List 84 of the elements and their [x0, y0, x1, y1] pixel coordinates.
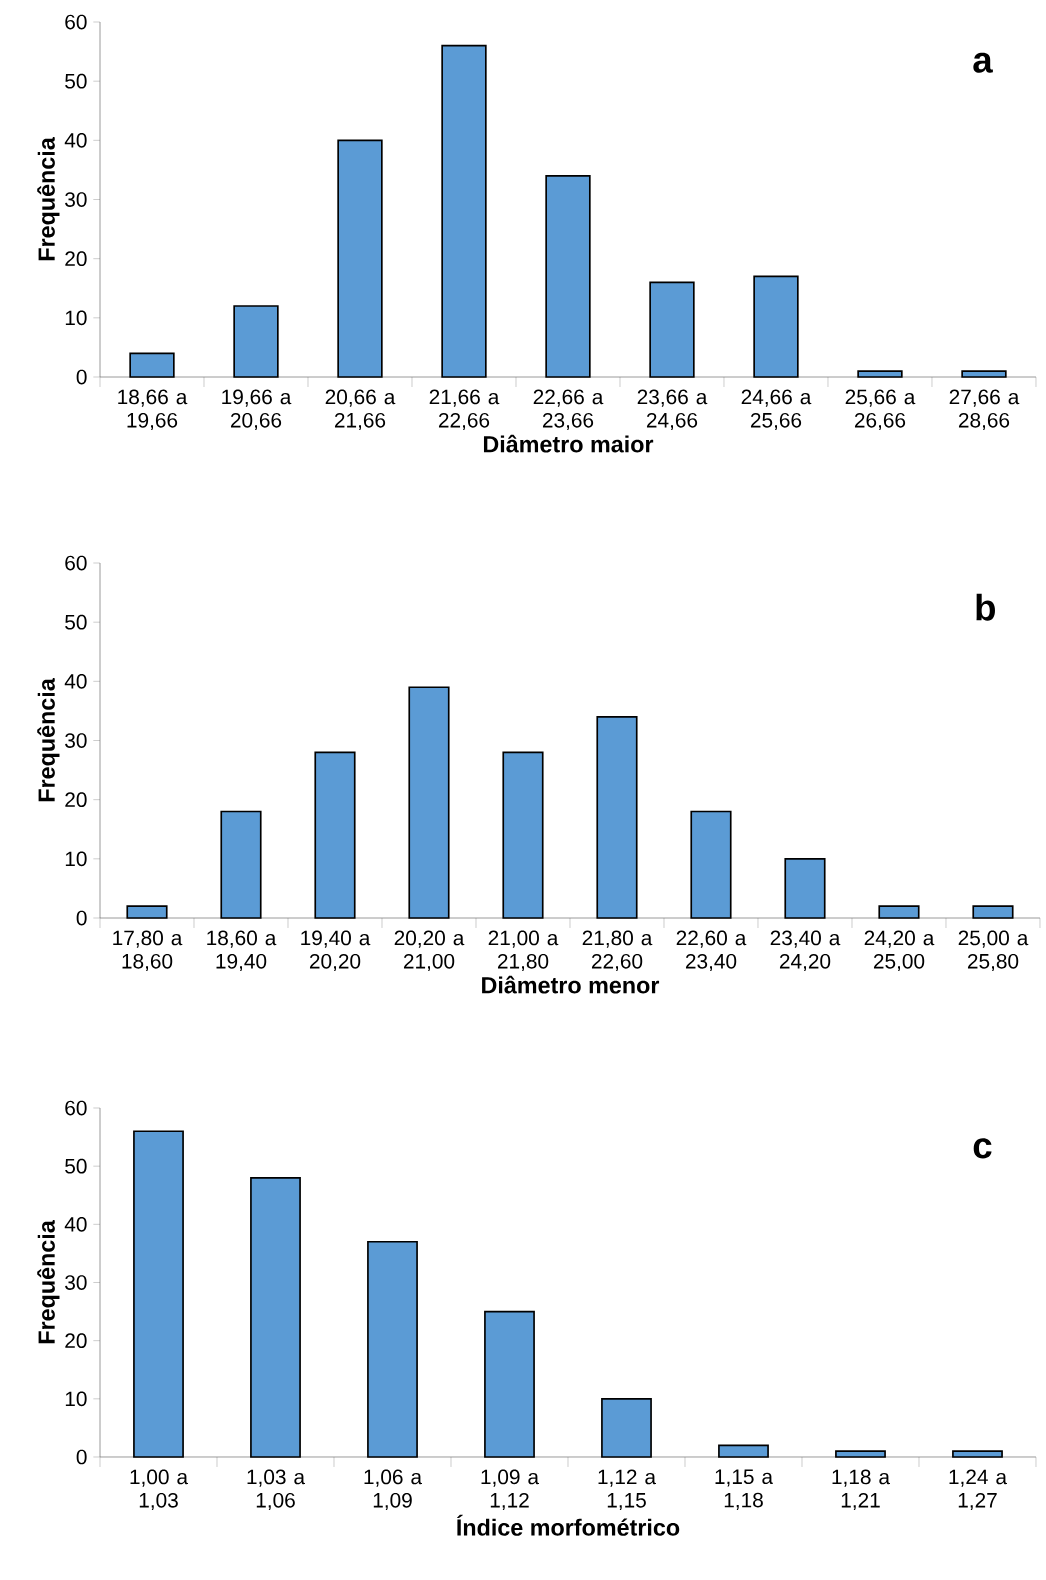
x-tick-label: 23,66 a 24,66 [637, 389, 708, 431]
x-tick-label: 1,06 a 1,09 [364, 1469, 423, 1511]
y-tick-label: 40 [64, 132, 87, 148]
y-tick-label: 0 [76, 910, 87, 926]
bar [502, 751, 544, 919]
x-tick-label: 19,66 a 20,66 [222, 389, 292, 431]
x-tick-label: 24,66 a 25,66 [741, 389, 812, 431]
x-tick-label: 18,66 a 19,66 [118, 389, 188, 431]
bar [337, 139, 383, 378]
y-tick-label: 20 [65, 1333, 87, 1349]
bar [441, 44, 487, 378]
y-tick-label: 50 [65, 1158, 87, 1174]
y-axis-title: Frequência [37, 137, 60, 261]
x-tick-label: 20,20 a 21,00 [394, 930, 465, 972]
y-tick-label: 40 [64, 1216, 87, 1232]
x-tick-label: 1,18 a 1,21 [832, 1469, 891, 1511]
x-tick-label: 1,12 a 1,15 [598, 1469, 657, 1511]
x-tick-label: 1,15 a 1,18 [715, 1469, 774, 1510]
bar [233, 305, 279, 378]
x-tick-label: 1,09 a 1,12 [481, 1469, 540, 1511]
bar [484, 1310, 535, 1458]
y-axis-title: Frequência [37, 1220, 60, 1344]
x-tick-label: 21,66 a 22,66 [429, 389, 500, 431]
annotation: c [973, 1138, 992, 1159]
y-tick-label: 30 [65, 1275, 87, 1290]
x-tick-label: 18,60 a 19,40 [207, 930, 277, 972]
annotation: a [973, 52, 993, 73]
y-tick-label: 50 [65, 614, 87, 630]
y-tick-label: 0 [76, 369, 87, 385]
y-tick-label: 40 [64, 673, 87, 689]
x-tick-label: 1,24 a 1,27 [949, 1469, 1007, 1511]
bar [129, 352, 175, 378]
x-tick-label: 17,80 a 18,60 [113, 930, 183, 972]
bar [961, 370, 1007, 378]
bar [133, 1130, 184, 1458]
x-tick-label: 22,60 a 23,40 [676, 930, 747, 972]
y-tick-label: 0 [76, 1449, 87, 1465]
bar [972, 905, 1014, 919]
x-tick-label: 24,20 a 25,00 [864, 930, 935, 972]
y-tick-label: 60 [65, 1100, 87, 1116]
x-tick-label: 21,80 a 22,60 [582, 930, 653, 972]
bar [250, 1176, 301, 1458]
y-tick-label: 10 [65, 1391, 87, 1407]
y-tick-label: 30 [65, 192, 87, 207]
y-tick-label: 60 [65, 555, 87, 571]
bar [784, 858, 826, 919]
y-tick-label: 10 [65, 851, 87, 867]
bar [690, 810, 732, 919]
x-axis-title: Diâmetro maior [483, 434, 654, 453]
bar [718, 1444, 769, 1458]
annotation: b [976, 593, 995, 621]
x-axis-title: Diâmetro menor [482, 975, 660, 994]
bar [314, 751, 356, 919]
bar [601, 1397, 652, 1458]
y-axis-title: Frequência [37, 678, 60, 802]
bar [408, 686, 450, 919]
y-tick-label: 50 [65, 73, 87, 89]
x-tick-label: 1,00 a 1,03 [130, 1469, 189, 1511]
x-tick-label: 23,40 a 24,20 [770, 930, 841, 972]
x-tick-label: 22,66 a 23,66 [533, 389, 604, 431]
bar [857, 370, 903, 378]
x-axis-title: Índice morfométrico [457, 1514, 680, 1536]
bar [878, 905, 920, 919]
y-tick-label: 20 [65, 792, 87, 808]
x-tick-label: 25,00 a 25,80 [958, 930, 1029, 972]
x-tick-label: 1,03 a 1,06 [247, 1469, 306, 1511]
bar [220, 810, 262, 919]
x-tick-label: 27,66 a 28,66 [949, 389, 1020, 431]
bar [835, 1450, 886, 1458]
y-tick-label: 20 [65, 251, 87, 267]
x-tick-label: 21,00 a 21,80 [488, 930, 559, 972]
bar [952, 1450, 1003, 1458]
y-tick-label: 30 [65, 733, 87, 748]
bar [545, 175, 591, 378]
y-tick-label: 10 [65, 310, 87, 326]
x-tick-label: 20,66 a 21,66 [325, 389, 396, 431]
bar [649, 281, 695, 378]
y-tick-label: 60 [65, 14, 87, 30]
bar [126, 905, 168, 919]
bar [367, 1240, 418, 1458]
bar [596, 716, 638, 919]
x-tick-label: 19,40 a 20,20 [301, 930, 371, 972]
x-tick-label: 25,66 a 26,66 [845, 389, 916, 431]
bar [753, 275, 799, 378]
